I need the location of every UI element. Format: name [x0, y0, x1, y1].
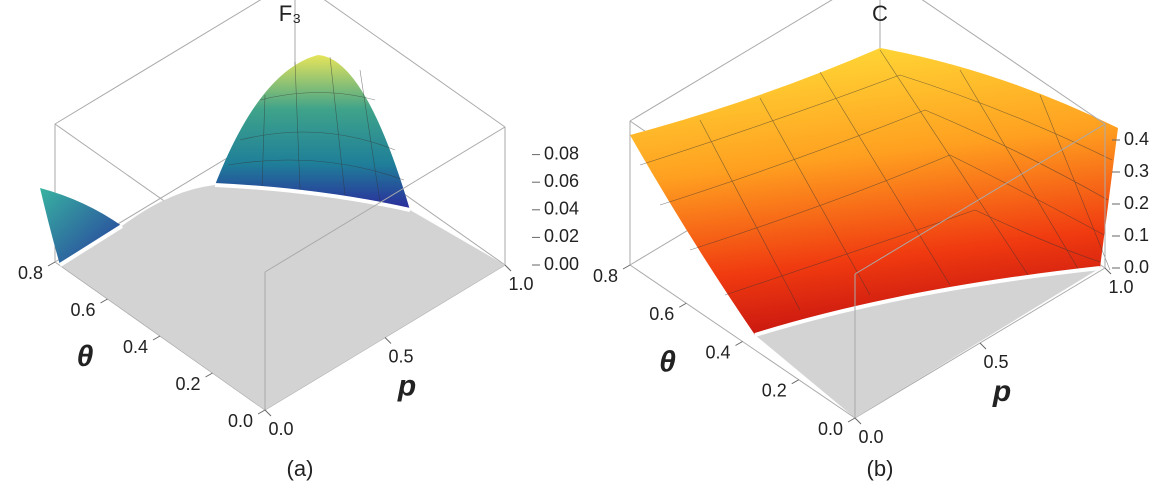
x-tick-label: 1.0 — [1108, 277, 1133, 297]
x-tick — [264, 409, 272, 417]
box-edge — [323, 0, 506, 128]
y-tick — [679, 302, 687, 308]
y-tick — [847, 417, 856, 423]
x-tick — [384, 337, 392, 344]
surface-piece — [215, 55, 410, 210]
box-edge — [921, 0, 1106, 125]
x-tick — [1104, 267, 1112, 275]
x-tick-label: 0.5 — [388, 346, 413, 366]
z-tick-label: 0.1 — [1124, 225, 1149, 245]
y-tick-label: 0.0 — [228, 411, 253, 431]
y-axis-label: θ — [659, 345, 676, 378]
y-tick — [735, 341, 743, 346]
mesh — [639, 49, 1113, 311]
x-tick — [504, 264, 512, 272]
floor — [60, 185, 505, 410]
z-tick-label: 0.02 — [544, 226, 579, 246]
y-tick-label: 0.2 — [762, 381, 787, 401]
y-tick — [100, 298, 108, 304]
y-tick-label: 0.2 — [175, 374, 200, 394]
x-tick — [854, 417, 862, 425]
x-axis-label: p — [397, 369, 416, 402]
box-front — [854, 0, 1106, 418]
box-edge — [854, 123, 1106, 275]
surface-b — [630, 48, 1118, 418]
caption: (a) — [287, 456, 314, 481]
box-edge — [629, 0, 833, 122]
y-tick-label: 0.0 — [818, 419, 843, 439]
y-tick-label: 0.8 — [593, 266, 618, 286]
surface-a — [40, 55, 505, 410]
y-tick — [205, 372, 213, 378]
y-tick-label: 0.6 — [70, 300, 95, 320]
y-tick — [152, 335, 161, 341]
box-front — [264, 0, 506, 410]
mesh — [227, 56, 405, 203]
y-tick-label: 0.4 — [705, 342, 730, 362]
y-tick — [257, 409, 266, 415]
surface — [630, 48, 1118, 335]
x-tick-label: 0.0 — [268, 419, 293, 439]
z-tick-label: 0.08 — [544, 143, 579, 163]
box-edge — [54, 0, 262, 125]
box-edge — [264, 126, 506, 273]
boundary — [58, 183, 411, 267]
x-tick-label: 0.0 — [858, 427, 883, 447]
boundary — [754, 266, 1101, 337]
chart-title: F₃ — [279, 1, 301, 26]
y-tick — [791, 379, 799, 385]
z-tick-label: 0.06 — [544, 171, 579, 191]
caption: (b) — [867, 456, 894, 481]
surface-piece — [40, 188, 122, 265]
y-tick-label: 0.6 — [649, 304, 674, 324]
x-tick — [979, 342, 987, 350]
x-axis-label: p — [992, 375, 1011, 408]
z-tick-label: 0.3 — [1124, 161, 1149, 181]
z-tick-label: 0.2 — [1124, 193, 1149, 213]
z-tick-label: 0.04 — [544, 199, 579, 219]
x-tick-label: 1.0 — [508, 274, 533, 294]
y-tick — [47, 261, 56, 267]
y-tick-label: 0.8 — [18, 263, 43, 283]
y-tick — [622, 264, 631, 270]
z-tick-label: 0.0 — [1124, 257, 1149, 277]
x-tick-label: 0.5 — [983, 352, 1008, 372]
y-axis-label: θ — [77, 340, 94, 373]
z-tick-label: 0.00 — [544, 254, 579, 274]
chart-title: C — [872, 1, 888, 26]
floor — [755, 268, 1100, 418]
z-tick-label: 0.4 — [1124, 129, 1149, 149]
y-tick-label: 0.4 — [123, 337, 148, 357]
